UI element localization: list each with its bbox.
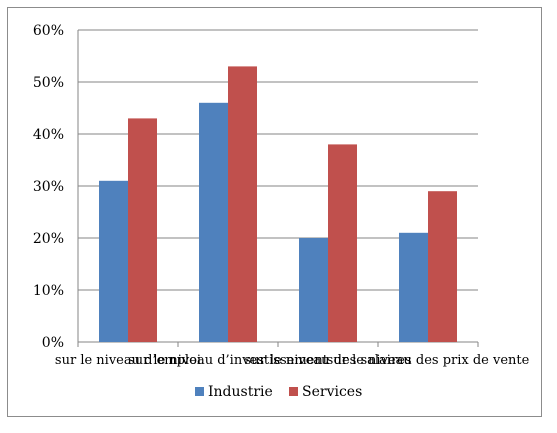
y-tick-label: 20% bbox=[33, 231, 64, 247]
y-tick-label: 10% bbox=[33, 283, 64, 299]
bar-services-4 bbox=[428, 191, 457, 342]
x-category-label: sur le niveau d’investissement bbox=[128, 353, 329, 368]
bar-services-1 bbox=[128, 118, 157, 343]
x-category-label: sur le niveau d’emploi bbox=[55, 353, 201, 368]
y-tick-label: 30% bbox=[33, 179, 64, 195]
y-tick-labels: 0% 10% 20% 30% 40% 50% 60% bbox=[33, 23, 64, 351]
y-tick-label: 0% bbox=[42, 335, 64, 351]
bar-industrie-4 bbox=[399, 232, 428, 342]
bar-industrie-2 bbox=[199, 102, 228, 342]
bar-industrie-3 bbox=[299, 238, 328, 342]
bar-services-3 bbox=[328, 144, 357, 342]
legend-swatch-services bbox=[289, 387, 298, 396]
bars bbox=[99, 66, 457, 343]
legend-label-services: Services bbox=[302, 384, 362, 400]
bar-industrie-1 bbox=[99, 180, 128, 342]
legend-label-industrie: Industrie bbox=[208, 384, 273, 400]
legend: Industrie Services bbox=[195, 384, 362, 400]
y-tick-label: 50% bbox=[33, 75, 64, 91]
y-tick-label: 40% bbox=[33, 127, 64, 143]
x-category-label: sur le niveau des prix de vente bbox=[327, 353, 530, 368]
x-category-label: sur le niveau des salaires bbox=[244, 353, 411, 368]
legend-swatch-industrie bbox=[195, 387, 204, 396]
bar-services-2 bbox=[228, 66, 257, 343]
y-tick-label: 60% bbox=[33, 23, 64, 39]
